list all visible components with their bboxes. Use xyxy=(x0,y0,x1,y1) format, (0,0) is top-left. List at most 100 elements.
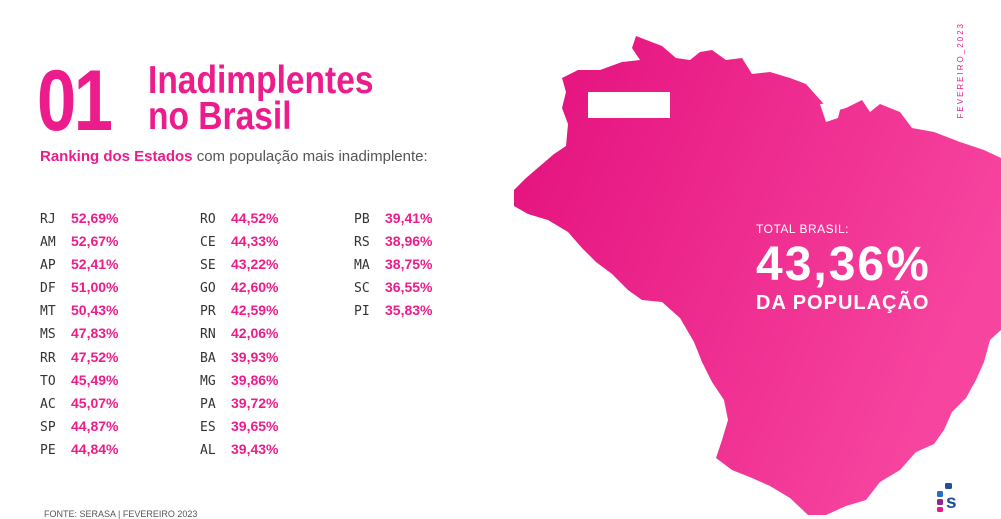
subtitle: Ranking dos Estados com população mais i… xyxy=(40,148,428,165)
ranking-row: AL 39,43% xyxy=(200,440,278,463)
state-percent: 45,07% xyxy=(71,394,119,411)
ranking-row: SE 43,22% xyxy=(200,255,278,278)
state-code: RN xyxy=(200,327,216,343)
ranking-column-3: PB 39,41% RS 38,96% MA 38,75% SC 36,55% PI 35… xyxy=(354,209,432,324)
state-code: SE xyxy=(200,258,216,274)
state-percent: 39,93% xyxy=(231,348,279,365)
ranking-row: SP 44,87% xyxy=(40,417,118,440)
ranking-row: PI 35,83% xyxy=(354,301,432,324)
state-percent: 50,43% xyxy=(71,302,119,319)
ranking-row: MT 50,43% xyxy=(40,301,118,324)
state-code: RJ xyxy=(40,212,56,227)
state-percent: 43,22% xyxy=(231,256,279,273)
state-code: MS xyxy=(40,327,56,343)
state-code: AM xyxy=(40,235,56,251)
title-line-2: no Brasil xyxy=(148,95,292,138)
ranking-row: TO 45,49% xyxy=(40,371,118,394)
state-code: ES xyxy=(200,419,216,435)
state-percent: 36,55% xyxy=(385,279,433,296)
ranking-row: AP 52,41% xyxy=(40,255,118,278)
section-number: 01 xyxy=(37,53,113,149)
state-code: RR xyxy=(40,350,56,366)
state-percent: 44,52% xyxy=(231,210,279,226)
subtitle-rest: com população mais inadimplente: xyxy=(196,148,428,165)
ranking-row: PB 39,41% xyxy=(354,209,432,232)
state-code: CE xyxy=(200,235,216,251)
ranking-row: RN 42,06% xyxy=(200,324,278,347)
state-code: PE xyxy=(40,442,56,458)
source-note: FONTE: SERASA | FEVEREIRO 2023 xyxy=(44,509,198,519)
ranking-row: SC 36,55% xyxy=(354,278,432,301)
state-code: BA xyxy=(200,350,216,366)
state-percent: 39,65% xyxy=(231,417,279,434)
state-code: SP xyxy=(40,419,56,435)
state-code: TO xyxy=(40,373,56,389)
state-code: MG xyxy=(200,373,216,389)
state-code: PR xyxy=(200,304,216,320)
ranking-row: GO 42,60% xyxy=(200,278,278,301)
ranking-row: ES 39,65% xyxy=(200,417,278,440)
state-percent: 52,67% xyxy=(71,233,119,250)
ranking-row: BA 39,93% xyxy=(200,348,278,371)
subtitle-highlight: Ranking dos Estados xyxy=(40,148,193,165)
state-percent: 42,60% xyxy=(231,279,279,296)
title-line-1: Inadimplentes xyxy=(148,59,374,102)
svg-text:s: s xyxy=(946,492,957,512)
ranking-row: RR 47,52% xyxy=(40,348,118,371)
state-percent: 44,87% xyxy=(71,417,119,434)
ranking-row: PR 42,59% xyxy=(200,301,278,324)
state-percent: 39,86% xyxy=(231,371,279,388)
ranking-row: MS 47,83% xyxy=(40,324,118,347)
state-percent: 51,00% xyxy=(71,279,119,296)
ranking-row: MA 38,75% xyxy=(354,255,432,278)
state-code: SC xyxy=(354,281,370,297)
state-percent: 44,84% xyxy=(71,440,119,457)
state-code: MT xyxy=(40,304,56,320)
state-percent: 45,49% xyxy=(71,371,119,388)
state-percent: 42,59% xyxy=(231,302,279,319)
state-code: AL xyxy=(200,442,216,458)
state-code: GO xyxy=(200,281,216,297)
ranking-row: AM 52,67% xyxy=(40,232,118,255)
total-label: TOTAL BRASIL: xyxy=(756,222,849,236)
state-percent: 39,72% xyxy=(231,394,279,411)
total-brasil: TOTAL BRASIL: 43,36% DA POPULAÇÃO xyxy=(756,222,931,315)
page-title: Inadimplentes no Brasil xyxy=(148,59,374,138)
state-percent: 47,52% xyxy=(71,348,119,365)
ranking-row: RJ 52,69% xyxy=(40,209,118,232)
state-code: RS xyxy=(354,235,370,251)
state-code: RO xyxy=(200,212,216,227)
ranking-row: AC 45,07% xyxy=(40,394,118,417)
ranking-row: PA 39,72% xyxy=(200,394,278,417)
state-code: PB xyxy=(354,212,370,227)
state-percent: 39,43% xyxy=(231,440,279,457)
ranking-column-2: RO 44,52% CE 44,33% SE 43,22% GO 42,60% PR 42… xyxy=(200,209,278,463)
ranking-row: MG 39,86% xyxy=(200,371,278,394)
ranking-row: CE 44,33% xyxy=(200,232,278,255)
total-value: 43,36% xyxy=(756,238,931,291)
ranking-row: RS 38,96% xyxy=(354,232,432,255)
ranking-row: DF 51,00% xyxy=(40,278,118,301)
ranking-row: RO 44,52% xyxy=(200,209,278,232)
state-percent: 47,83% xyxy=(71,325,119,342)
state-percent: 39,41% xyxy=(385,210,433,226)
vertical-date-label: FEVEREIRO_2023 xyxy=(956,22,965,119)
state-code: MA xyxy=(354,258,370,274)
state-percent: 44,33% xyxy=(231,233,279,250)
state-code: PI xyxy=(354,304,370,320)
state-code: AP xyxy=(40,258,56,274)
serasa-logo: s xyxy=(937,483,957,512)
state-percent: 42,06% xyxy=(231,325,279,342)
ranking-column-1: RJ 52,69% AM 52,67% AP 52,41% DF 51,00% MT 50… xyxy=(40,209,118,463)
state-percent: 52,69% xyxy=(71,210,119,226)
state-percent: 38,96% xyxy=(385,233,433,250)
state-code: DF xyxy=(40,281,56,297)
ranking-row: PE 44,84% xyxy=(40,440,118,463)
state-code: AC xyxy=(40,396,56,412)
total-subtitle: DA POPULAÇÃO xyxy=(756,292,930,314)
state-percent: 52,41% xyxy=(71,256,119,273)
state-percent: 35,83% xyxy=(385,302,433,319)
state-code: PA xyxy=(200,396,216,412)
state-percent: 38,75% xyxy=(385,256,433,273)
